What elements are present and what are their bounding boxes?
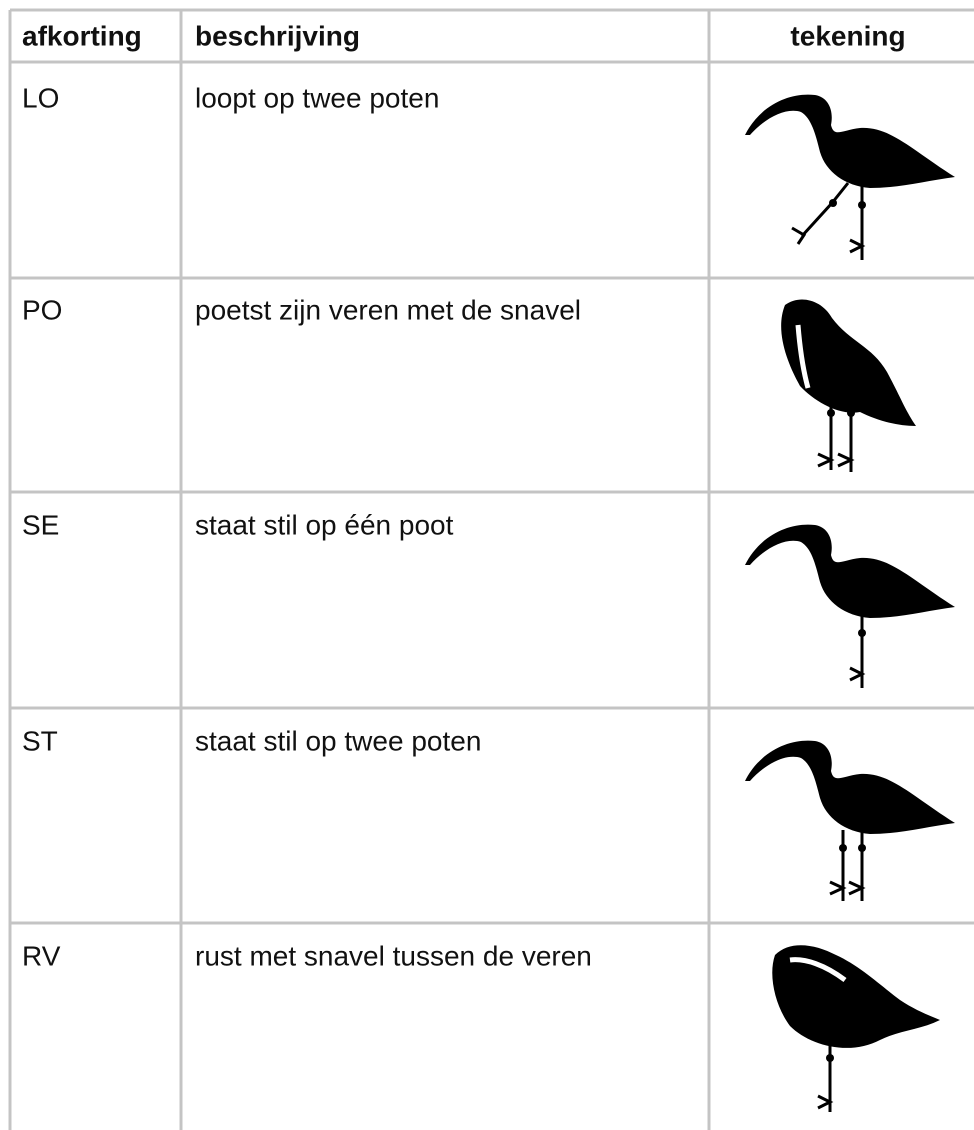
bird-drawing	[745, 524, 955, 688]
table-grid	[8, 8, 974, 1130]
description: staat stil op één poot	[195, 509, 454, 540]
description: staat stil op twee poten	[195, 725, 481, 756]
description: poetst zijn veren met de snavel	[195, 294, 581, 325]
abbreviation: LO	[22, 82, 59, 113]
bird-drawing	[772, 945, 940, 1112]
bird-drawing	[745, 740, 955, 901]
abbreviation: SE	[22, 509, 59, 540]
description: loopt op twee poten	[195, 82, 439, 113]
abbreviation: ST	[22, 725, 58, 756]
description: rust met snavel tussen de veren	[195, 940, 592, 971]
abbreviation: RV	[22, 940, 61, 971]
header-cell: tekening	[790, 20, 905, 51]
header-cell: afkorting	[22, 20, 142, 51]
header-cell: beschrijving	[195, 20, 360, 51]
bird-drawing	[781, 299, 916, 472]
abbreviation: PO	[22, 294, 62, 325]
bird-drawing	[745, 94, 955, 260]
